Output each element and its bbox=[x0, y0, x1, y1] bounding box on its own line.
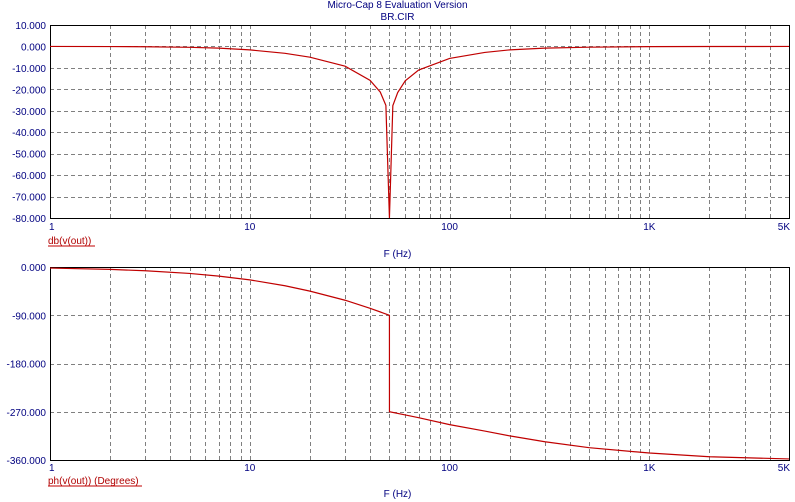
mag-ytick-label: -60.000 bbox=[12, 171, 46, 182]
phase-ytick-label: -90.000 bbox=[12, 311, 46, 322]
mag-xtick-label: 10 bbox=[244, 222, 256, 233]
mag-ytick-label: 10.000 bbox=[15, 21, 46, 32]
phase-ytick-label: 0.000 bbox=[21, 263, 46, 274]
phase-xtick-label: 5K bbox=[778, 463, 791, 474]
mag-xtick-label: 100 bbox=[441, 222, 458, 233]
mag-ytick-label: -50.000 bbox=[12, 150, 46, 161]
phase-ytick-label: -270.000 bbox=[7, 408, 47, 419]
phase-ytick-label: -360.000 bbox=[7, 456, 47, 467]
phase-plot-frame bbox=[50, 267, 790, 461]
phase-xlabel: F (Hz) bbox=[384, 489, 412, 500]
mag-trace-0 bbox=[49, 45, 790, 219]
phase-xtick-label: 1 bbox=[49, 463, 55, 474]
mag-plot-frame bbox=[50, 25, 790, 219]
phase-xtick-label: 100 bbox=[441, 463, 458, 474]
phase-trace-0 bbox=[49, 267, 790, 460]
title-block: Micro-Cap 8 Evaluation Version BR.CIR bbox=[0, 0, 795, 24]
mag-ytick-label: -20.000 bbox=[12, 85, 46, 96]
window-subtitle: BR.CIR bbox=[380, 12, 415, 23]
window-title: Micro-Cap 8 Evaluation Version bbox=[327, 0, 468, 11]
mag-ytick-label: 0.000 bbox=[21, 42, 46, 53]
mag-ytick-label: -80.000 bbox=[12, 214, 46, 225]
phase-ylabel: ph(v(out)) (Degrees) bbox=[48, 476, 139, 487]
mag-ylabel: db(v(out)) bbox=[48, 236, 91, 247]
phase-xtick-label: 1K bbox=[643, 463, 656, 474]
mag-xtick-label: 1 bbox=[49, 222, 55, 233]
mag-ytick-label: -10.000 bbox=[12, 64, 46, 75]
mag-ytick-label: -30.000 bbox=[12, 107, 46, 118]
mag-xtick-label: 1K bbox=[643, 222, 656, 233]
mag-ytick-label: -40.000 bbox=[12, 128, 46, 139]
phase-xtick-label: 10 bbox=[244, 463, 256, 474]
mag-xtick-label: 5K bbox=[778, 222, 791, 233]
mag-ytick-label: -70.000 bbox=[12, 193, 46, 204]
mag-xlabel: F (Hz) bbox=[384, 249, 412, 260]
phase-ytick-label: -180.000 bbox=[7, 360, 47, 371]
